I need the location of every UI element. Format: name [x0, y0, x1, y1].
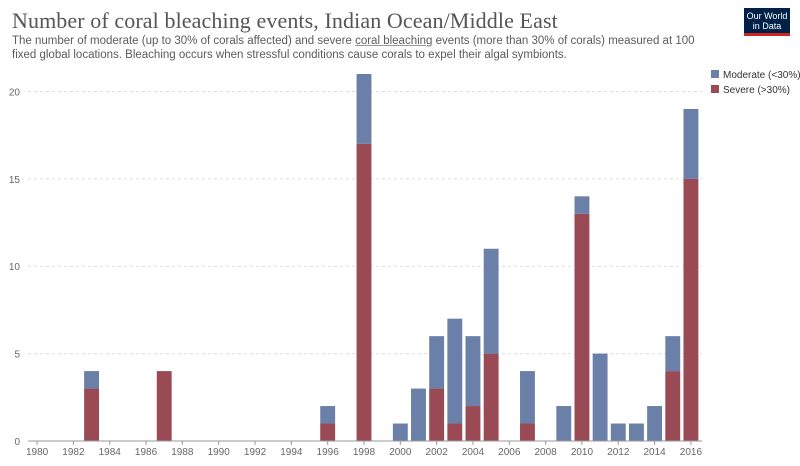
bar-moderate-2005[interactable]: [483, 248, 499, 354]
bar-moderate-2002[interactable]: [429, 336, 445, 389]
bar-severe-2002[interactable]: [429, 388, 445, 441]
bar-moderate-2007[interactable]: [520, 371, 535, 424]
chart-subtitle: The number of moderate (up to 30% of cor…: [12, 34, 712, 62]
bar-severe-2015[interactable]: [665, 371, 681, 441]
x-tick-label: 2016: [680, 447, 703, 458]
bar-severe-1996[interactable]: [320, 423, 336, 441]
x-tick-label: 1980: [26, 447, 49, 458]
x-tick-label: 1982: [62, 447, 85, 458]
coral-bleaching-link[interactable]: coral bleaching: [355, 35, 433, 47]
x-tick-label: 1990: [208, 447, 231, 458]
bar-moderate-2016[interactable]: [683, 108, 699, 179]
y-tick-label: 0: [14, 437, 20, 448]
x-tick-label: 2000: [389, 447, 412, 458]
bar-moderate-2012[interactable]: [610, 423, 626, 441]
bar-severe-1987[interactable]: [156, 371, 172, 441]
bar-moderate-1996[interactable]: [320, 406, 336, 424]
logo-line-1: Our World: [746, 11, 788, 21]
y-axis: 0 5 10 15 20: [9, 87, 21, 448]
y-tick-label: 10: [9, 262, 21, 273]
x-tick-label: 1994: [280, 447, 303, 458]
bar-severe-2010[interactable]: [574, 213, 590, 441]
y-tick-label: 15: [9, 175, 21, 186]
legend-swatch[interactable]: [711, 70, 719, 78]
legend: Moderate (<30%) Severe (>30%): [711, 70, 800, 96]
bar-moderate-2004[interactable]: [465, 336, 481, 407]
bar-moderate-2009[interactable]: [556, 406, 572, 441]
bar-severe-2005[interactable]: [483, 353, 499, 441]
x-tick-label: 2002: [426, 447, 449, 458]
bar-moderate-1998[interactable]: [356, 74, 372, 144]
bar-severe-2016[interactable]: [683, 178, 699, 441]
x-tick-label: 1996: [317, 447, 340, 458]
x-tick-label: 2008: [534, 447, 557, 458]
x-tick-label: 1984: [99, 447, 122, 458]
x-axis: 1980 1982 1984 1986 1988 1990 1992 1994 1996 1998…: [26, 440, 703, 458]
bars: [84, 74, 699, 441]
bar-moderate-2011[interactable]: [592, 353, 608, 441]
legend-label[interactable]: Severe (>30%): [723, 85, 790, 96]
y-tick-label: 20: [9, 87, 21, 98]
x-tick-label: 1986: [135, 447, 158, 458]
bar-moderate-2013[interactable]: [628, 423, 644, 441]
legend-swatch[interactable]: [711, 85, 719, 93]
legend-label[interactable]: Moderate (<30%): [723, 70, 800, 81]
logo-line-2: in Data: [752, 21, 782, 31]
bar-severe-1983[interactable]: [84, 388, 100, 441]
bar-moderate-1983[interactable]: [84, 371, 100, 389]
subtitle-text-end: events (more than 30% of corals) measure…: [12, 35, 695, 61]
bar-moderate-2014[interactable]: [647, 406, 663, 441]
x-tick-label: 1998: [353, 447, 376, 458]
bar-moderate-2010[interactable]: [574, 196, 590, 214]
subtitle-text-start: The number of moderate (up to 30% of cor…: [12, 35, 356, 47]
x-tick-label: 2014: [643, 447, 666, 458]
x-tick-label: 2010: [571, 447, 594, 458]
bar-severe-2003[interactable]: [447, 423, 463, 441]
bar-severe-2007[interactable]: [520, 423, 535, 441]
bar-severe-2004[interactable]: [465, 406, 481, 441]
chart-title: Number of coral bleaching events, Indian…: [12, 8, 558, 33]
bar-moderate-2000[interactable]: [392, 423, 408, 441]
x-tick-label: 1988: [171, 447, 194, 458]
bar-severe-1998[interactable]: [356, 143, 372, 441]
owid-logo[interactable]: Our World in Data: [744, 8, 790, 36]
x-tick-label: 2004: [462, 447, 485, 458]
bar-moderate-2001[interactable]: [411, 388, 426, 441]
x-tick-label: 2012: [607, 447, 630, 458]
x-tick-label: 2006: [498, 447, 521, 458]
y-tick-label: 5: [14, 350, 20, 361]
x-tick-label: 1992: [244, 447, 267, 458]
bar-moderate-2015[interactable]: [665, 336, 681, 372]
bar-moderate-2003[interactable]: [447, 318, 463, 424]
